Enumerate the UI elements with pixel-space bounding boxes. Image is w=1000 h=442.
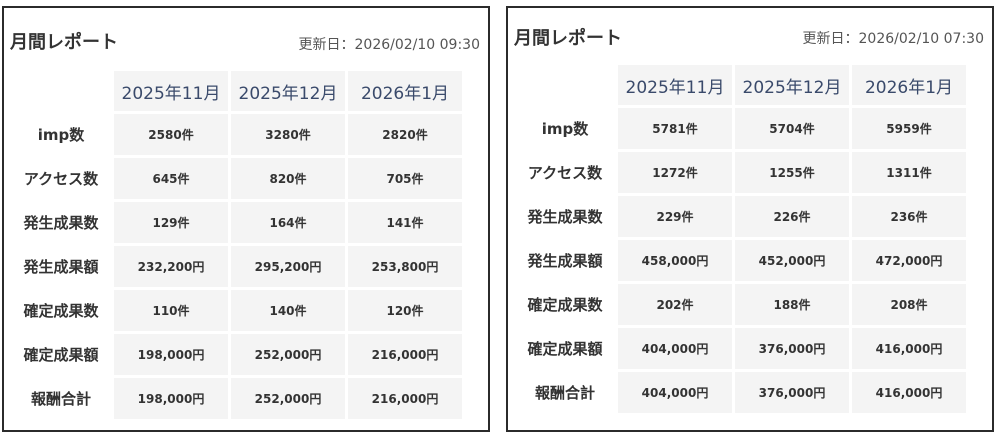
- value-cell: 253,800円: [348, 246, 462, 287]
- value-cell: 404,000円: [618, 372, 732, 413]
- month-header: 2025年12月: [231, 71, 345, 111]
- value-cell: 376,000円: [735, 372, 849, 413]
- value-cell: 198,000円: [114, 334, 228, 375]
- report-header: 月間レポート 更新日：2026/02/10 07:30: [508, 8, 992, 64]
- report-header: 月間レポート 更新日：2026/02/10 09:30: [4, 8, 488, 64]
- updated-timestamp: 更新日：2026/02/10 09:30: [298, 37, 481, 53]
- table-row: 発生成果数 229件 226件 236件: [515, 196, 966, 237]
- value-cell: 295,200円: [231, 246, 345, 287]
- value-cell: 164件: [231, 202, 345, 243]
- row-label: アクセス数: [11, 158, 111, 199]
- table-row: 確定成果数 202件 188件 208件: [515, 284, 966, 325]
- value-cell: 202件: [618, 284, 732, 325]
- value-cell: 216,000円: [348, 378, 462, 419]
- table-row: imp数 2580件 3280件 2820件: [11, 114, 462, 155]
- row-label: 確定成果額: [515, 328, 615, 369]
- value-cell: 236件: [852, 196, 966, 237]
- value-cell: 645件: [114, 158, 228, 199]
- month-header: 2025年12月: [735, 65, 849, 105]
- table-row: 発生成果数 129件 164件 141件: [11, 202, 462, 243]
- value-cell: 1311件: [852, 152, 966, 193]
- corner-cell: [515, 65, 615, 105]
- value-cell: 2580件: [114, 114, 228, 155]
- row-label: 報酬合計: [515, 372, 615, 413]
- value-cell: 226件: [735, 196, 849, 237]
- table-row: 確定成果数 110件 140件 120件: [11, 290, 462, 331]
- row-label: 確定成果額: [11, 334, 111, 375]
- value-cell: 5959件: [852, 108, 966, 149]
- row-label: imp数: [515, 108, 615, 149]
- table-row: imp数 5781件 5704件 5959件: [515, 108, 966, 149]
- value-cell: 1255件: [735, 152, 849, 193]
- table-row: 発生成果額 232,200円 295,200円 253,800円: [11, 246, 462, 287]
- table-row: 報酬合計 198,000円 252,000円 216,000円: [11, 378, 462, 419]
- value-cell: 705件: [348, 158, 462, 199]
- value-cell: 216,000円: [348, 334, 462, 375]
- value-cell: 452,000円: [735, 240, 849, 281]
- value-cell: 120件: [348, 290, 462, 331]
- table-row: 確定成果額 404,000円 376,000円 416,000円: [515, 328, 966, 369]
- value-cell: 376,000円: [735, 328, 849, 369]
- value-cell: 820件: [231, 158, 345, 199]
- value-cell: 129件: [114, 202, 228, 243]
- report-title: 月間レポート: [514, 28, 622, 49]
- table-row: アクセス数 645件 820件 705件: [11, 158, 462, 199]
- value-cell: 140件: [231, 290, 345, 331]
- row-label: 報酬合計: [11, 378, 111, 419]
- value-cell: 5781件: [618, 108, 732, 149]
- updated-timestamp: 更新日：2026/02/10 07:30: [802, 31, 985, 47]
- value-cell: 141件: [348, 202, 462, 243]
- report-table: 2025年11月 2025年12月 2026年1月 imp数 5781件 570…: [512, 62, 969, 416]
- value-cell: 252,000円: [231, 378, 345, 419]
- value-cell: 232,200円: [114, 246, 228, 287]
- row-label: 確定成果数: [11, 290, 111, 331]
- value-cell: 404,000円: [618, 328, 732, 369]
- value-cell: 416,000円: [852, 328, 966, 369]
- value-cell: 208件: [852, 284, 966, 325]
- corner-cell: [11, 71, 111, 111]
- value-cell: 229件: [618, 196, 732, 237]
- row-label: アクセス数: [515, 152, 615, 193]
- monthly-report-panel: 月間レポート 更新日：2026/02/10 07:30 2025年11月 202…: [506, 6, 994, 432]
- month-header: 2025年11月: [618, 65, 732, 105]
- monthly-report-panel: 月間レポート 更新日：2026/02/10 09:30 2025年11月 202…: [2, 6, 490, 432]
- value-cell: 472,000円: [852, 240, 966, 281]
- value-cell: 3280件: [231, 114, 345, 155]
- month-header: 2026年1月: [348, 71, 462, 111]
- value-cell: 252,000円: [231, 334, 345, 375]
- row-label: 発生成果額: [11, 246, 111, 287]
- row-label: imp数: [11, 114, 111, 155]
- month-header: 2026年1月: [852, 65, 966, 105]
- table-row: 報酬合計 404,000円 376,000円 416,000円: [515, 372, 966, 413]
- report-table: 2025年11月 2025年12月 2026年1月 imp数 2580件 328…: [8, 68, 465, 422]
- month-header: 2025年11月: [114, 71, 228, 111]
- table-row: 発生成果額 458,000円 452,000円 472,000円: [515, 240, 966, 281]
- value-cell: 416,000円: [852, 372, 966, 413]
- header-row: 2025年11月 2025年12月 2026年1月: [11, 71, 462, 111]
- value-cell: 2820件: [348, 114, 462, 155]
- row-label: 発生成果数: [515, 196, 615, 237]
- value-cell: 5704件: [735, 108, 849, 149]
- value-cell: 198,000円: [114, 378, 228, 419]
- row-label: 確定成果数: [515, 284, 615, 325]
- table-row: アクセス数 1272件 1255件 1311件: [515, 152, 966, 193]
- report-title: 月間レポート: [10, 32, 118, 53]
- row-label: 発生成果額: [515, 240, 615, 281]
- value-cell: 188件: [735, 284, 849, 325]
- table-row: 確定成果額 198,000円 252,000円 216,000円: [11, 334, 462, 375]
- value-cell: 110件: [114, 290, 228, 331]
- header-row: 2025年11月 2025年12月 2026年1月: [515, 65, 966, 105]
- value-cell: 458,000円: [618, 240, 732, 281]
- row-label: 発生成果数: [11, 202, 111, 243]
- value-cell: 1272件: [618, 152, 732, 193]
